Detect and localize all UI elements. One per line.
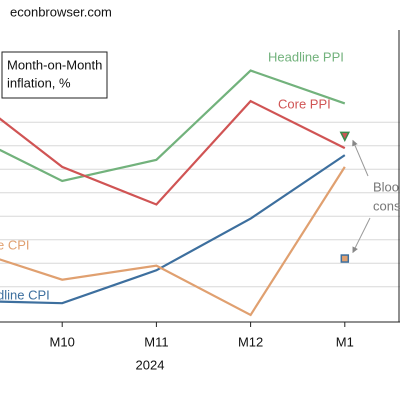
- legend-box: [1, 51, 108, 99]
- x-tick-label: M10: [50, 334, 75, 349]
- series-line: [0, 99, 346, 206]
- series-label: e CPI: [0, 237, 30, 252]
- series-line: [0, 154, 346, 305]
- series-line: [0, 166, 346, 317]
- source: econbrowser.com: [10, 4, 112, 19]
- consensus-marker: [340, 254, 350, 263]
- series-label: dline CPI: [0, 287, 50, 302]
- series-line: [0, 69, 346, 183]
- annotation-arrow: [352, 217, 371, 254]
- year-label: 2024: [136, 357, 165, 372]
- consensus-marker: [339, 131, 351, 143]
- legend-text: Month-on-Month: [7, 57, 102, 72]
- series-label: Headline PPI: [268, 49, 344, 64]
- x-tick-label: M12: [238, 334, 263, 349]
- annotation: cons: [373, 198, 400, 213]
- annotation-arrow: [352, 139, 369, 177]
- legend-text: inflation, %: [7, 75, 71, 90]
- x-tick-label: M1: [336, 334, 354, 349]
- annotation: Bloo: [373, 179, 399, 194]
- x-tick-label: M11: [144, 334, 168, 349]
- series-label: Core PPI: [278, 96, 331, 111]
